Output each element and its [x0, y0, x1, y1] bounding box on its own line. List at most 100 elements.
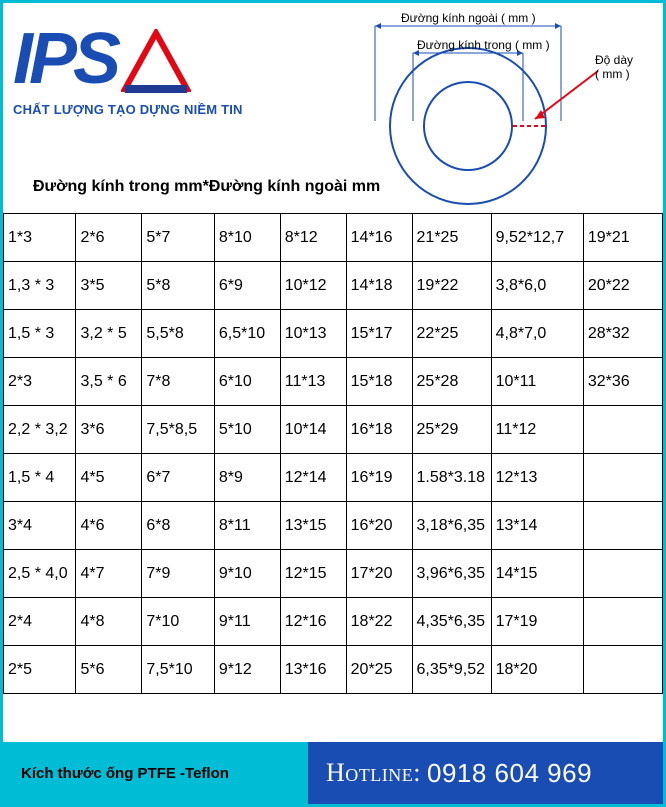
table-cell: 16*18 — [346, 406, 412, 454]
table-cell: 1,5 * 3 — [4, 310, 76, 358]
table-cell: 11*13 — [280, 358, 346, 406]
table-cell: 21*25 — [412, 214, 491, 262]
table-cell: 8*9 — [214, 454, 280, 502]
table-cell: 4*8 — [76, 598, 142, 646]
table-cell: 3,18*6,35 — [412, 502, 491, 550]
table-cell: 22*25 — [412, 310, 491, 358]
table-cell: 9*12 — [214, 646, 280, 694]
table-cell: 14*16 — [346, 214, 412, 262]
logo-triangle-icon — [121, 29, 191, 98]
table-cell: 4*5 — [76, 454, 142, 502]
size-table: 1*32*65*78*108*1214*1621*259,52*12,719*2… — [3, 213, 663, 694]
table-cell: 2*6 — [76, 214, 142, 262]
table-cell: 13*16 — [280, 646, 346, 694]
table-cell: 8*10 — [214, 214, 280, 262]
table-cell: 2,5 * 4,0 — [4, 550, 76, 598]
table-row: 1,3 * 33*55*86*910*1214*1819*223,8*6,020… — [4, 262, 663, 310]
table-cell: 17*19 — [491, 598, 583, 646]
table-cell: 2*5 — [4, 646, 76, 694]
table-cell: 32*36 — [583, 358, 662, 406]
table-cell: 4*7 — [76, 550, 142, 598]
table-cell: 6,5*10 — [214, 310, 280, 358]
table-cell: 5,5*8 — [142, 310, 214, 358]
footer-hotline: Hotline: 0918 604 969 — [308, 742, 663, 804]
table-cell: 6*9 — [214, 262, 280, 310]
table-cell: 12*14 — [280, 454, 346, 502]
table-cell: 10*14 — [280, 406, 346, 454]
table-cell — [583, 454, 662, 502]
table-cell: 13*15 — [280, 502, 346, 550]
table-row: 1,5 * 44*56*78*912*1416*191.58*3.1812*13 — [4, 454, 663, 502]
page-frame: IPS CHẤT LƯỢNG TẠO DỰNG NIỀM TIN — [0, 0, 666, 807]
table-cell: 1,3 * 3 — [4, 262, 76, 310]
table-row: 2*33,5 * 67*86*1011*1315*1825*2810*1132*… — [4, 358, 663, 406]
table-cell: 16*19 — [346, 454, 412, 502]
table-cell: 3,5 * 6 — [76, 358, 142, 406]
table-cell: 28*32 — [583, 310, 662, 358]
table-cell: 6*7 — [142, 454, 214, 502]
table-cell: 2,2 * 3,2 — [4, 406, 76, 454]
table-row: 1*32*65*78*108*1214*1621*259,52*12,719*2… — [4, 214, 663, 262]
table-row: 2,5 * 4,04*77*99*1012*1517*203,96*6,3514… — [4, 550, 663, 598]
table-cell: 10*11 — [491, 358, 583, 406]
table-row: 2,2 * 3,23*67,5*8,55*1010*1416*1825*2911… — [4, 406, 663, 454]
table-cell: 4,35*6,35 — [412, 598, 491, 646]
table-cell: 2*3 — [4, 358, 76, 406]
table-cell: 3,8*6,0 — [491, 262, 583, 310]
table-cell: 17*20 — [346, 550, 412, 598]
table-cell: 13*14 — [491, 502, 583, 550]
table-cell: 12*15 — [280, 550, 346, 598]
table-cell: 5*6 — [76, 646, 142, 694]
table-cell — [583, 550, 662, 598]
table-cell: 5*7 — [142, 214, 214, 262]
table-cell: 19*21 — [583, 214, 662, 262]
table-cell: 9*11 — [214, 598, 280, 646]
table-cell: 6*8 — [142, 502, 214, 550]
table-cell: 18*20 — [491, 646, 583, 694]
table-cell — [583, 406, 662, 454]
table-cell: 11*12 — [491, 406, 583, 454]
table-cell: 12*13 — [491, 454, 583, 502]
table-cell — [583, 598, 662, 646]
table-cell: 15*17 — [346, 310, 412, 358]
table-cell: 8*11 — [214, 502, 280, 550]
table-cell: 7*9 — [142, 550, 214, 598]
table-cell: 7*10 — [142, 598, 214, 646]
table-cell: 19*22 — [412, 262, 491, 310]
table-cell: 3*5 — [76, 262, 142, 310]
footer: Kích thước ống PTFE -Teflon Hotline: 091… — [3, 742, 663, 804]
diagram-outer-label: Đường kính ngoài ( mm ) — [401, 11, 536, 25]
table-row: 1,5 * 33,2 * 55,5*86,5*1010*1315*1722*25… — [4, 310, 663, 358]
diagram-thickness-label-1: Độ dày — [595, 53, 633, 67]
table-cell: 10*13 — [280, 310, 346, 358]
table-cell: 1.58*3.18 — [412, 454, 491, 502]
table-row: 2*55*67,5*109*1213*1620*256,35*9,5218*20 — [4, 646, 663, 694]
table-cell: 8*12 — [280, 214, 346, 262]
table-cell: 25*29 — [412, 406, 491, 454]
logo-text: IPS — [13, 27, 117, 92]
size-table-wrap: 1*32*65*78*108*1214*1621*259,52*12,719*2… — [3, 213, 663, 694]
table-cell: 18*22 — [346, 598, 412, 646]
table-cell: 3*6 — [76, 406, 142, 454]
hotline-number: 0918 604 969 — [427, 758, 592, 789]
table-cell: 20*25 — [346, 646, 412, 694]
table-cell — [583, 646, 662, 694]
table-cell: 14*18 — [346, 262, 412, 310]
table-cell: 3*4 — [4, 502, 76, 550]
table-cell: 7,5*8,5 — [142, 406, 214, 454]
table-cell: 3,2 * 5 — [76, 310, 142, 358]
table-cell: 9,52*12,7 — [491, 214, 583, 262]
table-cell: 7*8 — [142, 358, 214, 406]
footer-product-label: Kích thước ống PTFE -Teflon — [3, 742, 308, 804]
table-cell: 5*10 — [214, 406, 280, 454]
table-cell: 3,96*6,35 — [412, 550, 491, 598]
table-cell: 9*10 — [214, 550, 280, 598]
table-cell: 6,35*9,52 — [412, 646, 491, 694]
table-cell: 5*8 — [142, 262, 214, 310]
table-cell: 6*10 — [214, 358, 280, 406]
table-cell: 12*16 — [280, 598, 346, 646]
table-cell: 15*18 — [346, 358, 412, 406]
table-cell: 20*22 — [583, 262, 662, 310]
diagram-inner-label: Đường kính trong ( mm ) — [417, 38, 550, 52]
table-cell: 1,5 * 4 — [4, 454, 76, 502]
